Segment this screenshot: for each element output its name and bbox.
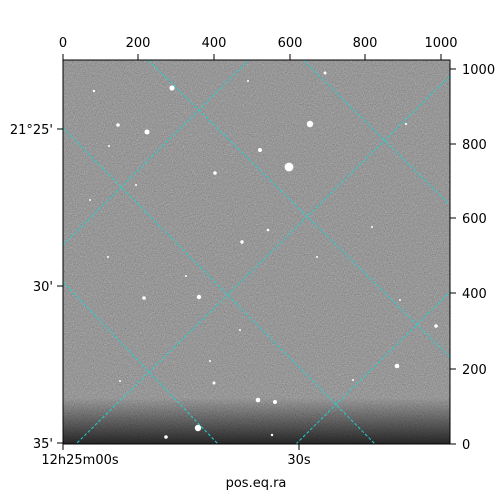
star xyxy=(394,363,400,369)
grid-line xyxy=(302,60,450,206)
star xyxy=(89,199,91,201)
star xyxy=(119,380,121,382)
star xyxy=(270,433,274,437)
star xyxy=(316,256,318,258)
star xyxy=(185,275,187,277)
star xyxy=(209,360,211,362)
star xyxy=(352,379,354,381)
star xyxy=(258,148,262,152)
star xyxy=(284,162,294,172)
stars xyxy=(89,71,438,439)
star xyxy=(239,329,241,331)
star xyxy=(404,122,408,126)
grid-line xyxy=(147,60,450,358)
star xyxy=(169,85,175,91)
dec-tick-label: 35' xyxy=(33,437,53,452)
right-tick-label: 0 xyxy=(462,438,470,453)
dec-tick-label: 30' xyxy=(33,280,53,295)
top-tick-label: 1000 xyxy=(424,36,457,51)
grid-line xyxy=(75,75,450,444)
star xyxy=(266,228,270,232)
star xyxy=(247,80,249,82)
grid-line xyxy=(63,281,219,444)
right-tick-label: 1000 xyxy=(462,63,495,78)
star xyxy=(273,400,277,404)
star xyxy=(108,145,110,147)
grid-line xyxy=(63,60,250,246)
star xyxy=(323,71,327,75)
top-tick-label: 200 xyxy=(126,36,151,51)
axis-ticks xyxy=(57,54,456,450)
star xyxy=(142,296,146,300)
star xyxy=(135,184,137,186)
star xyxy=(196,294,202,300)
sky-image xyxy=(63,60,450,444)
ra-tick-label: 30s xyxy=(287,453,311,468)
top-tick-label: 0 xyxy=(59,36,67,51)
star xyxy=(144,129,150,135)
star xyxy=(306,120,314,128)
grid-line xyxy=(63,127,376,444)
sky-bottom-vignette xyxy=(63,60,450,444)
dec-tick-label: 21°25' xyxy=(10,123,53,138)
coordinate-grid xyxy=(63,60,450,444)
grid-line xyxy=(295,291,450,444)
star xyxy=(107,256,109,258)
top-tick-label: 400 xyxy=(202,36,227,51)
x-axis-title: pos.eq.ra xyxy=(226,476,287,491)
right-tick-label: 800 xyxy=(462,138,487,153)
top-tick-label: 800 xyxy=(353,36,378,51)
star xyxy=(240,240,244,244)
star xyxy=(194,424,202,432)
star xyxy=(434,324,438,328)
ra-tick-label: 12h25m00s xyxy=(41,453,119,468)
right-tick-label: 200 xyxy=(462,363,487,378)
plot-frame xyxy=(62,59,451,445)
star xyxy=(116,123,120,127)
star xyxy=(164,435,168,439)
star xyxy=(255,397,261,403)
star xyxy=(399,299,401,301)
star xyxy=(213,171,217,175)
right-tick-label: 600 xyxy=(462,212,487,227)
star xyxy=(212,381,216,385)
top-tick-label: 600 xyxy=(278,36,303,51)
star xyxy=(371,226,373,228)
star xyxy=(92,89,96,93)
right-tick-label: 400 xyxy=(462,287,487,302)
